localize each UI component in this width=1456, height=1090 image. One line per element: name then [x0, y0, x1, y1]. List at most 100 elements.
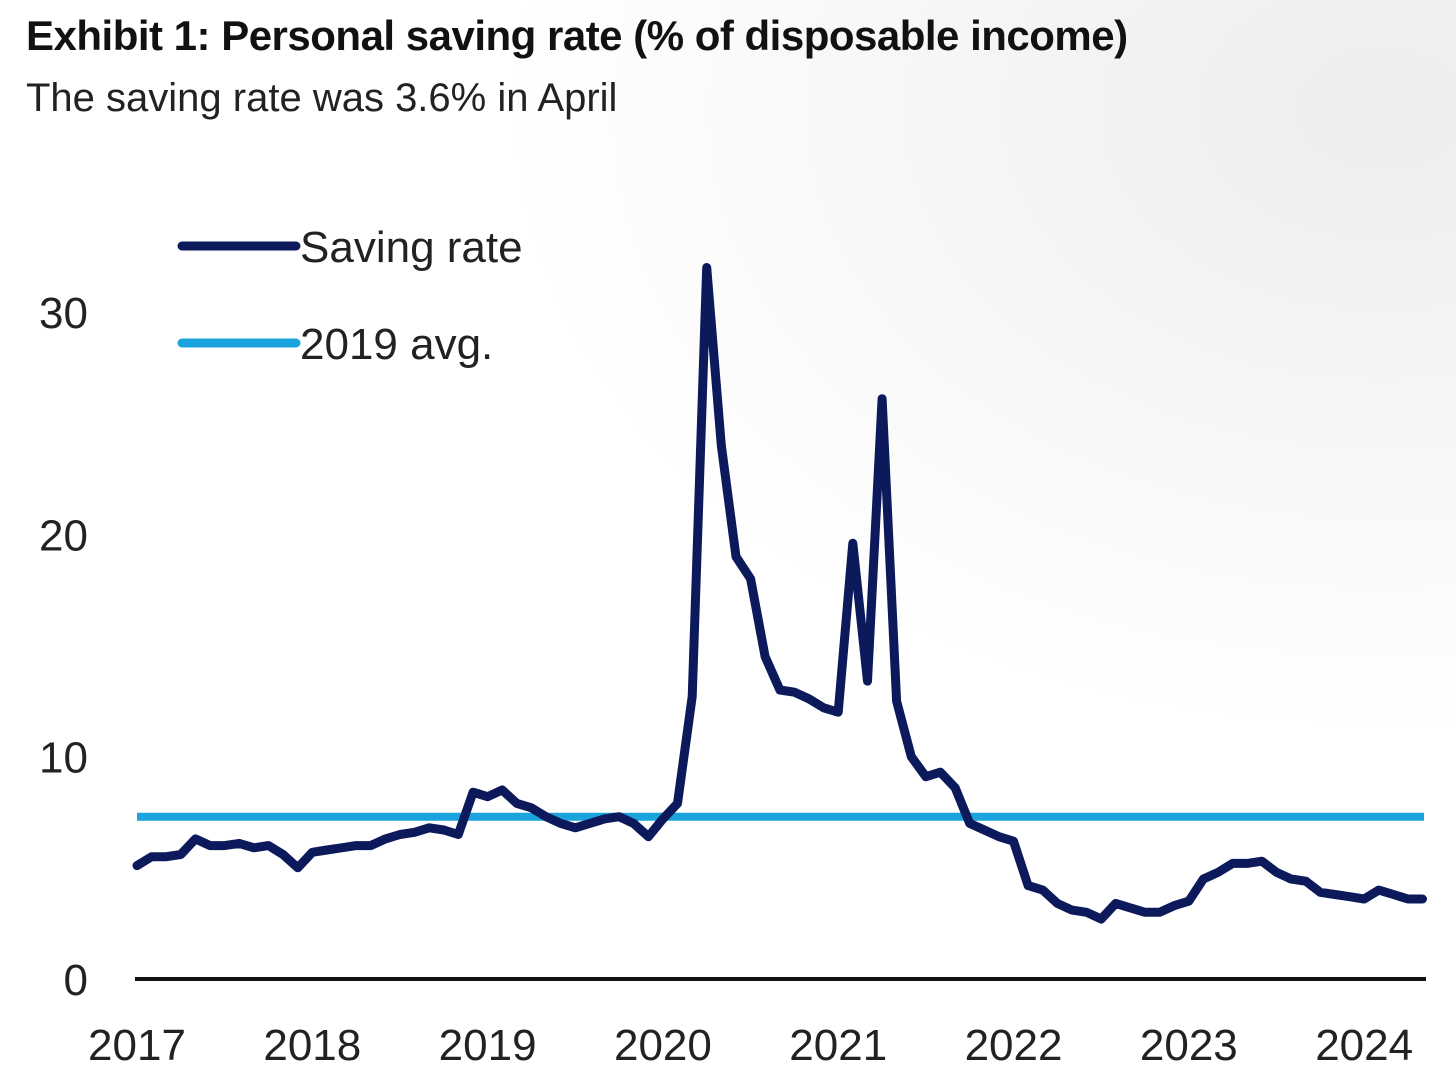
data-point-saving-rate — [441, 827, 447, 833]
x-tick-label: 2021 — [789, 1021, 887, 1070]
data-point-saving-rate — [149, 854, 155, 860]
data-point-saving-rate — [485, 794, 491, 800]
x-tick-label: 2018 — [263, 1021, 361, 1070]
data-point-saving-rate — [528, 805, 534, 811]
data-point-saving-rate — [1113, 900, 1119, 906]
data-point-saving-rate — [1405, 896, 1411, 902]
data-point-saving-rate — [163, 854, 169, 860]
data-point-saving-rate — [733, 554, 739, 560]
data-point-saving-rate — [222, 843, 228, 849]
data-point-saving-rate — [675, 800, 681, 806]
data-point-saving-rate — [981, 827, 987, 833]
data-point-saving-rate — [1025, 883, 1031, 889]
data-point-saving-rate — [1274, 869, 1280, 875]
data-point-saving-rate — [894, 698, 900, 704]
data-point-saving-rate — [1347, 894, 1353, 900]
data-point-saving-rate — [777, 687, 783, 693]
data-point-saving-rate — [426, 825, 432, 831]
y-tick-label: 20 — [39, 511, 88, 560]
data-point-saving-rate — [1215, 869, 1221, 875]
data-point-saving-rate — [1054, 900, 1060, 906]
x-tick-label: 2024 — [1315, 1021, 1413, 1070]
data-point-saving-rate — [397, 832, 403, 838]
data-point-saving-rate — [1332, 892, 1338, 898]
data-point-saving-rate — [1157, 909, 1163, 915]
x-tick-label: 2019 — [439, 1021, 537, 1070]
data-point-saving-rate — [1186, 898, 1192, 904]
data-point-saving-rate — [251, 845, 257, 851]
data-point-saving-rate — [178, 852, 184, 858]
data-point-saving-rate — [762, 654, 768, 660]
data-point-saving-rate — [1244, 860, 1250, 866]
data-point-saving-rate — [1376, 887, 1382, 893]
data-point-saving-rate — [967, 820, 973, 826]
data-point-saving-rate — [382, 836, 388, 842]
data-point-saving-rate — [309, 849, 315, 855]
data-point-saving-rate — [806, 696, 812, 702]
data-point-saving-rate — [996, 834, 1002, 840]
data-point-saving-rate — [1361, 896, 1367, 902]
data-point-saving-rate — [1317, 889, 1323, 895]
data-point-saving-rate — [616, 814, 622, 820]
x-tick-label: 2017 — [88, 1021, 186, 1070]
data-point-saving-rate — [1259, 858, 1265, 864]
data-point-saving-rate — [602, 816, 608, 822]
data-point-saving-rate — [324, 847, 330, 853]
data-point-saving-rate — [558, 820, 564, 826]
plot-area — [132, 263, 1427, 981]
data-point-saving-rate — [412, 829, 418, 835]
data-point-saving-rate — [499, 787, 505, 793]
data-point-saving-rate — [353, 843, 359, 849]
legend-label-saving-rate: Saving rate — [300, 223, 523, 272]
data-point-saving-rate — [514, 800, 520, 806]
data-point-saving-rate — [631, 820, 637, 826]
y-tick-label: 30 — [39, 289, 88, 338]
data-point-saving-rate — [572, 825, 578, 831]
data-point-saving-rate — [470, 789, 476, 795]
data-point-saving-rate — [295, 865, 301, 871]
legend: Saving rate 2019 avg. — [177, 223, 523, 369]
data-point-saving-rate — [718, 442, 724, 448]
data-point-saving-rate — [134, 863, 140, 869]
x-tick-label: 2020 — [614, 1021, 712, 1070]
y-tick-label: 10 — [39, 734, 88, 783]
data-point-saving-rate — [1390, 892, 1396, 898]
data-point-saving-rate — [645, 834, 651, 840]
data-point-saving-rate — [704, 265, 710, 271]
data-point-saving-rate — [280, 852, 286, 858]
series-line-saving-rate — [132, 263, 1427, 924]
data-point-saving-rate — [455, 832, 461, 838]
data-point-saving-rate — [236, 840, 242, 846]
data-point-saving-rate — [791, 689, 797, 695]
data-point-saving-rate — [952, 785, 958, 791]
data-point-saving-rate — [879, 396, 885, 402]
data-point-saving-rate — [1084, 909, 1090, 915]
data-point-saving-rate — [1200, 876, 1206, 882]
data-point-saving-rate — [543, 814, 549, 820]
data-point-saving-rate — [1288, 876, 1294, 882]
data-point-saving-rate — [1098, 916, 1104, 922]
data-point-saving-rate — [821, 705, 827, 711]
data-point-saving-rate — [368, 843, 374, 849]
data-point-saving-rate — [339, 845, 345, 851]
data-point-saving-rate — [923, 774, 929, 780]
legend-label-2019-avg: 2019 avg. — [300, 320, 493, 369]
data-point-saving-rate — [850, 540, 856, 546]
data-point-saving-rate — [1303, 878, 1309, 884]
data-point-saving-rate — [748, 576, 754, 582]
data-point-saving-rate — [865, 678, 871, 684]
x-tick-label: 2022 — [965, 1021, 1063, 1070]
y-axis-ticks: 0 10 20 30 — [39, 289, 88, 1005]
data-point-saving-rate — [1040, 887, 1046, 893]
data-point-saving-rate — [1069, 907, 1075, 913]
chart-subtitle: The saving rate was 3.6% in April — [26, 76, 618, 120]
data-point-saving-rate — [1128, 905, 1134, 911]
y-tick-label: 0 — [64, 956, 88, 1005]
data-point-saving-rate — [207, 843, 213, 849]
x-axis-ticks: 2017 2018 2019 2020 2021 2022 2023 2024 — [88, 1021, 1413, 1070]
data-point-saving-rate — [1142, 909, 1148, 915]
data-point-saving-rate — [660, 816, 666, 822]
data-point-saving-rate — [1011, 838, 1017, 844]
data-point-saving-rate — [587, 820, 593, 826]
